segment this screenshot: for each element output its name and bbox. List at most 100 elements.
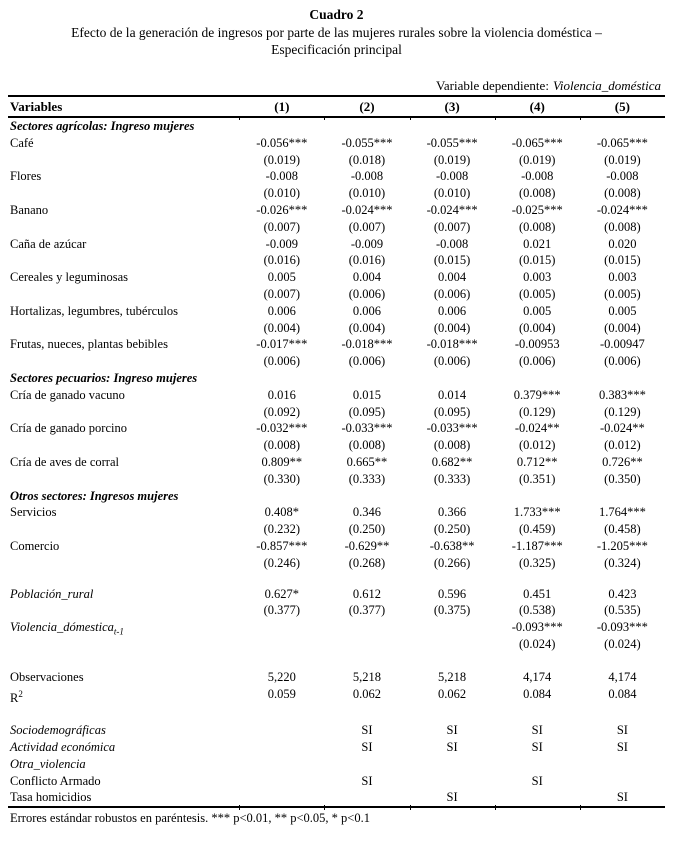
table-row: Conflicto Armado SI SI xyxy=(8,773,665,790)
standard-error-cell: (0.007) xyxy=(263,219,301,234)
table-row: (0.006) (0.006) (0.006) (0.006) (0.006) xyxy=(8,353,665,370)
value-cell: 0.379*** xyxy=(513,387,561,402)
standard-error-cell: (0.010) xyxy=(433,186,471,201)
standard-error-cell: (0.232) xyxy=(263,522,301,537)
column-header-3: (3) xyxy=(444,99,460,114)
value-cell xyxy=(324,789,409,806)
column-tick xyxy=(579,805,581,811)
standard-error-cell: (0.008) xyxy=(348,438,386,453)
standard-error-cell: (0.008) xyxy=(604,186,641,201)
table-row: Servicios 0.408* 0.346 0.366 1.733*** 1.764**… xyxy=(8,504,665,521)
column-tick xyxy=(239,805,241,811)
table-row: (0.377) (0.377) (0.375) (0.538) (0.535) xyxy=(8,602,665,619)
row-label: Sectores pecuarios: Ingreso mujeres xyxy=(10,370,198,385)
value-cell: -0.857*** xyxy=(256,538,308,553)
value-cell xyxy=(239,619,324,636)
value-cell: -0.017*** xyxy=(256,337,308,352)
standard-error-cell: (0.006) xyxy=(433,354,471,369)
column-tick xyxy=(409,805,411,811)
standard-error-cell: (0.019) xyxy=(263,152,301,167)
value-cell: 0.003 xyxy=(608,270,637,285)
standard-error-cell: (0.007) xyxy=(348,219,386,234)
table-row: (0.007) (0.006) (0.006) (0.005) (0.005) xyxy=(8,286,665,303)
standard-error-cell: (0.007) xyxy=(263,286,301,301)
value-cell: 0.062 xyxy=(438,686,467,701)
value-cell: -0.009 xyxy=(350,236,384,251)
standard-error-cell: (0.007) xyxy=(433,219,471,234)
standard-error-cell: (0.008) xyxy=(519,186,556,201)
value-cell: 0.059 xyxy=(267,686,296,701)
standard-error-cell: (0.004) xyxy=(604,320,641,335)
value-cell: 0.084 xyxy=(523,686,552,701)
row-label xyxy=(8,404,239,421)
table-row: Actividad económica SI SI SI SI xyxy=(8,739,665,756)
value-cell: -0.033*** xyxy=(341,421,393,436)
table-row: Café -0.056*** -0.055*** -0.055*** -0.065***… xyxy=(8,135,665,152)
table-row: Población_rural 0.627* 0.612 0.596 0.451 0.42… xyxy=(8,586,665,603)
row-label: Servicios xyxy=(10,505,57,520)
standard-error-cell: (0.008) xyxy=(519,219,556,234)
value-cell: -0.008 xyxy=(521,169,554,184)
standard-error-cell: (0.006) xyxy=(604,354,641,369)
dependent-variable-row: Variable dependiente: Violencia_doméstica xyxy=(8,76,665,97)
value-cell: SI xyxy=(361,740,373,755)
value-cell: 0.005 xyxy=(267,270,296,285)
value-cell: 0.596 xyxy=(438,586,467,601)
row-label xyxy=(8,320,239,337)
row-label: Otra_violencia xyxy=(10,756,86,771)
standard-error-cell: (0.010) xyxy=(263,186,301,201)
standard-error-cell: (0.129) xyxy=(519,404,556,419)
row-label: Banano xyxy=(10,202,49,217)
table-row: (0.008) (0.008) (0.008) (0.012) (0.012) xyxy=(8,437,665,454)
column-header-row: Variables (1) (2) (3) (4) (5) xyxy=(8,97,665,120)
standard-error-cell: (0.004) xyxy=(348,320,386,335)
standard-error-cell: (0.333) xyxy=(348,471,386,486)
row-label: Otros sectores: Ingresos mujeres xyxy=(10,488,179,503)
standard-error-cell: (0.266) xyxy=(433,555,471,570)
standard-error-cell: (0.006) xyxy=(348,354,386,369)
standard-error-cell: (0.377) xyxy=(348,603,386,618)
value-cell: -1.187*** xyxy=(511,538,563,553)
value-cell: -0.024** xyxy=(514,421,560,436)
row-label xyxy=(8,252,239,269)
standard-error-cell: (0.268) xyxy=(348,555,386,570)
value-cell: 0.003 xyxy=(523,270,552,285)
section-header-row: Sectores pecuarios: Ingreso mujeres xyxy=(8,370,665,387)
standard-error-cell: (0.008) xyxy=(263,438,301,453)
table-row: Hortalizas, legumbres, tubérculos 0.006 0.… xyxy=(8,303,665,320)
table-row: (0.019) (0.018) (0.019) (0.019) (0.019) xyxy=(8,152,665,169)
row-label: Sociodemográficas xyxy=(10,723,106,738)
value-cell: SI xyxy=(361,723,373,738)
value-cell: -0.026*** xyxy=(256,202,308,217)
value-cell: SI xyxy=(361,773,373,788)
value-cell: SI xyxy=(446,723,458,738)
value-cell: 0.612 xyxy=(352,586,382,601)
standard-error-cell xyxy=(324,636,409,653)
standard-error-cell: (0.019) xyxy=(433,152,471,167)
value-cell: 0.006 xyxy=(438,303,467,318)
value-cell: 0.062 xyxy=(352,686,382,701)
standard-error-cell: (0.008) xyxy=(433,438,471,453)
row-label: Cría de aves de corral xyxy=(10,454,119,469)
value-cell: SI xyxy=(616,740,628,755)
column-header-4: (4) xyxy=(529,99,545,114)
value-cell: -0.018*** xyxy=(426,337,478,352)
row-label: Conflicto Armado xyxy=(10,773,101,788)
value-cell: -0.008 xyxy=(435,169,469,184)
value-cell xyxy=(495,756,580,773)
row-label xyxy=(8,185,239,202)
column-header-1: (1) xyxy=(274,99,290,114)
value-cell: -0.024*** xyxy=(426,202,478,217)
standard-error-cell: (0.018) xyxy=(348,152,386,167)
value-cell xyxy=(239,722,324,739)
value-cell: 0.004 xyxy=(352,270,382,285)
standard-error-cell: (0.024) xyxy=(604,636,641,651)
row-label: Sectores agrícolas: Ingreso mujeres xyxy=(10,119,195,133)
standard-error-cell xyxy=(410,636,495,653)
row-label: Observaciones xyxy=(10,669,84,684)
value-cell: 0.021 xyxy=(523,236,552,251)
table-subtitle-line2: Especificación principal xyxy=(271,42,402,57)
row-label: Violencia_dómesticat-1 xyxy=(10,620,124,637)
value-cell: 5,218 xyxy=(352,669,382,684)
row-label: Tasa homicidios xyxy=(10,790,92,805)
